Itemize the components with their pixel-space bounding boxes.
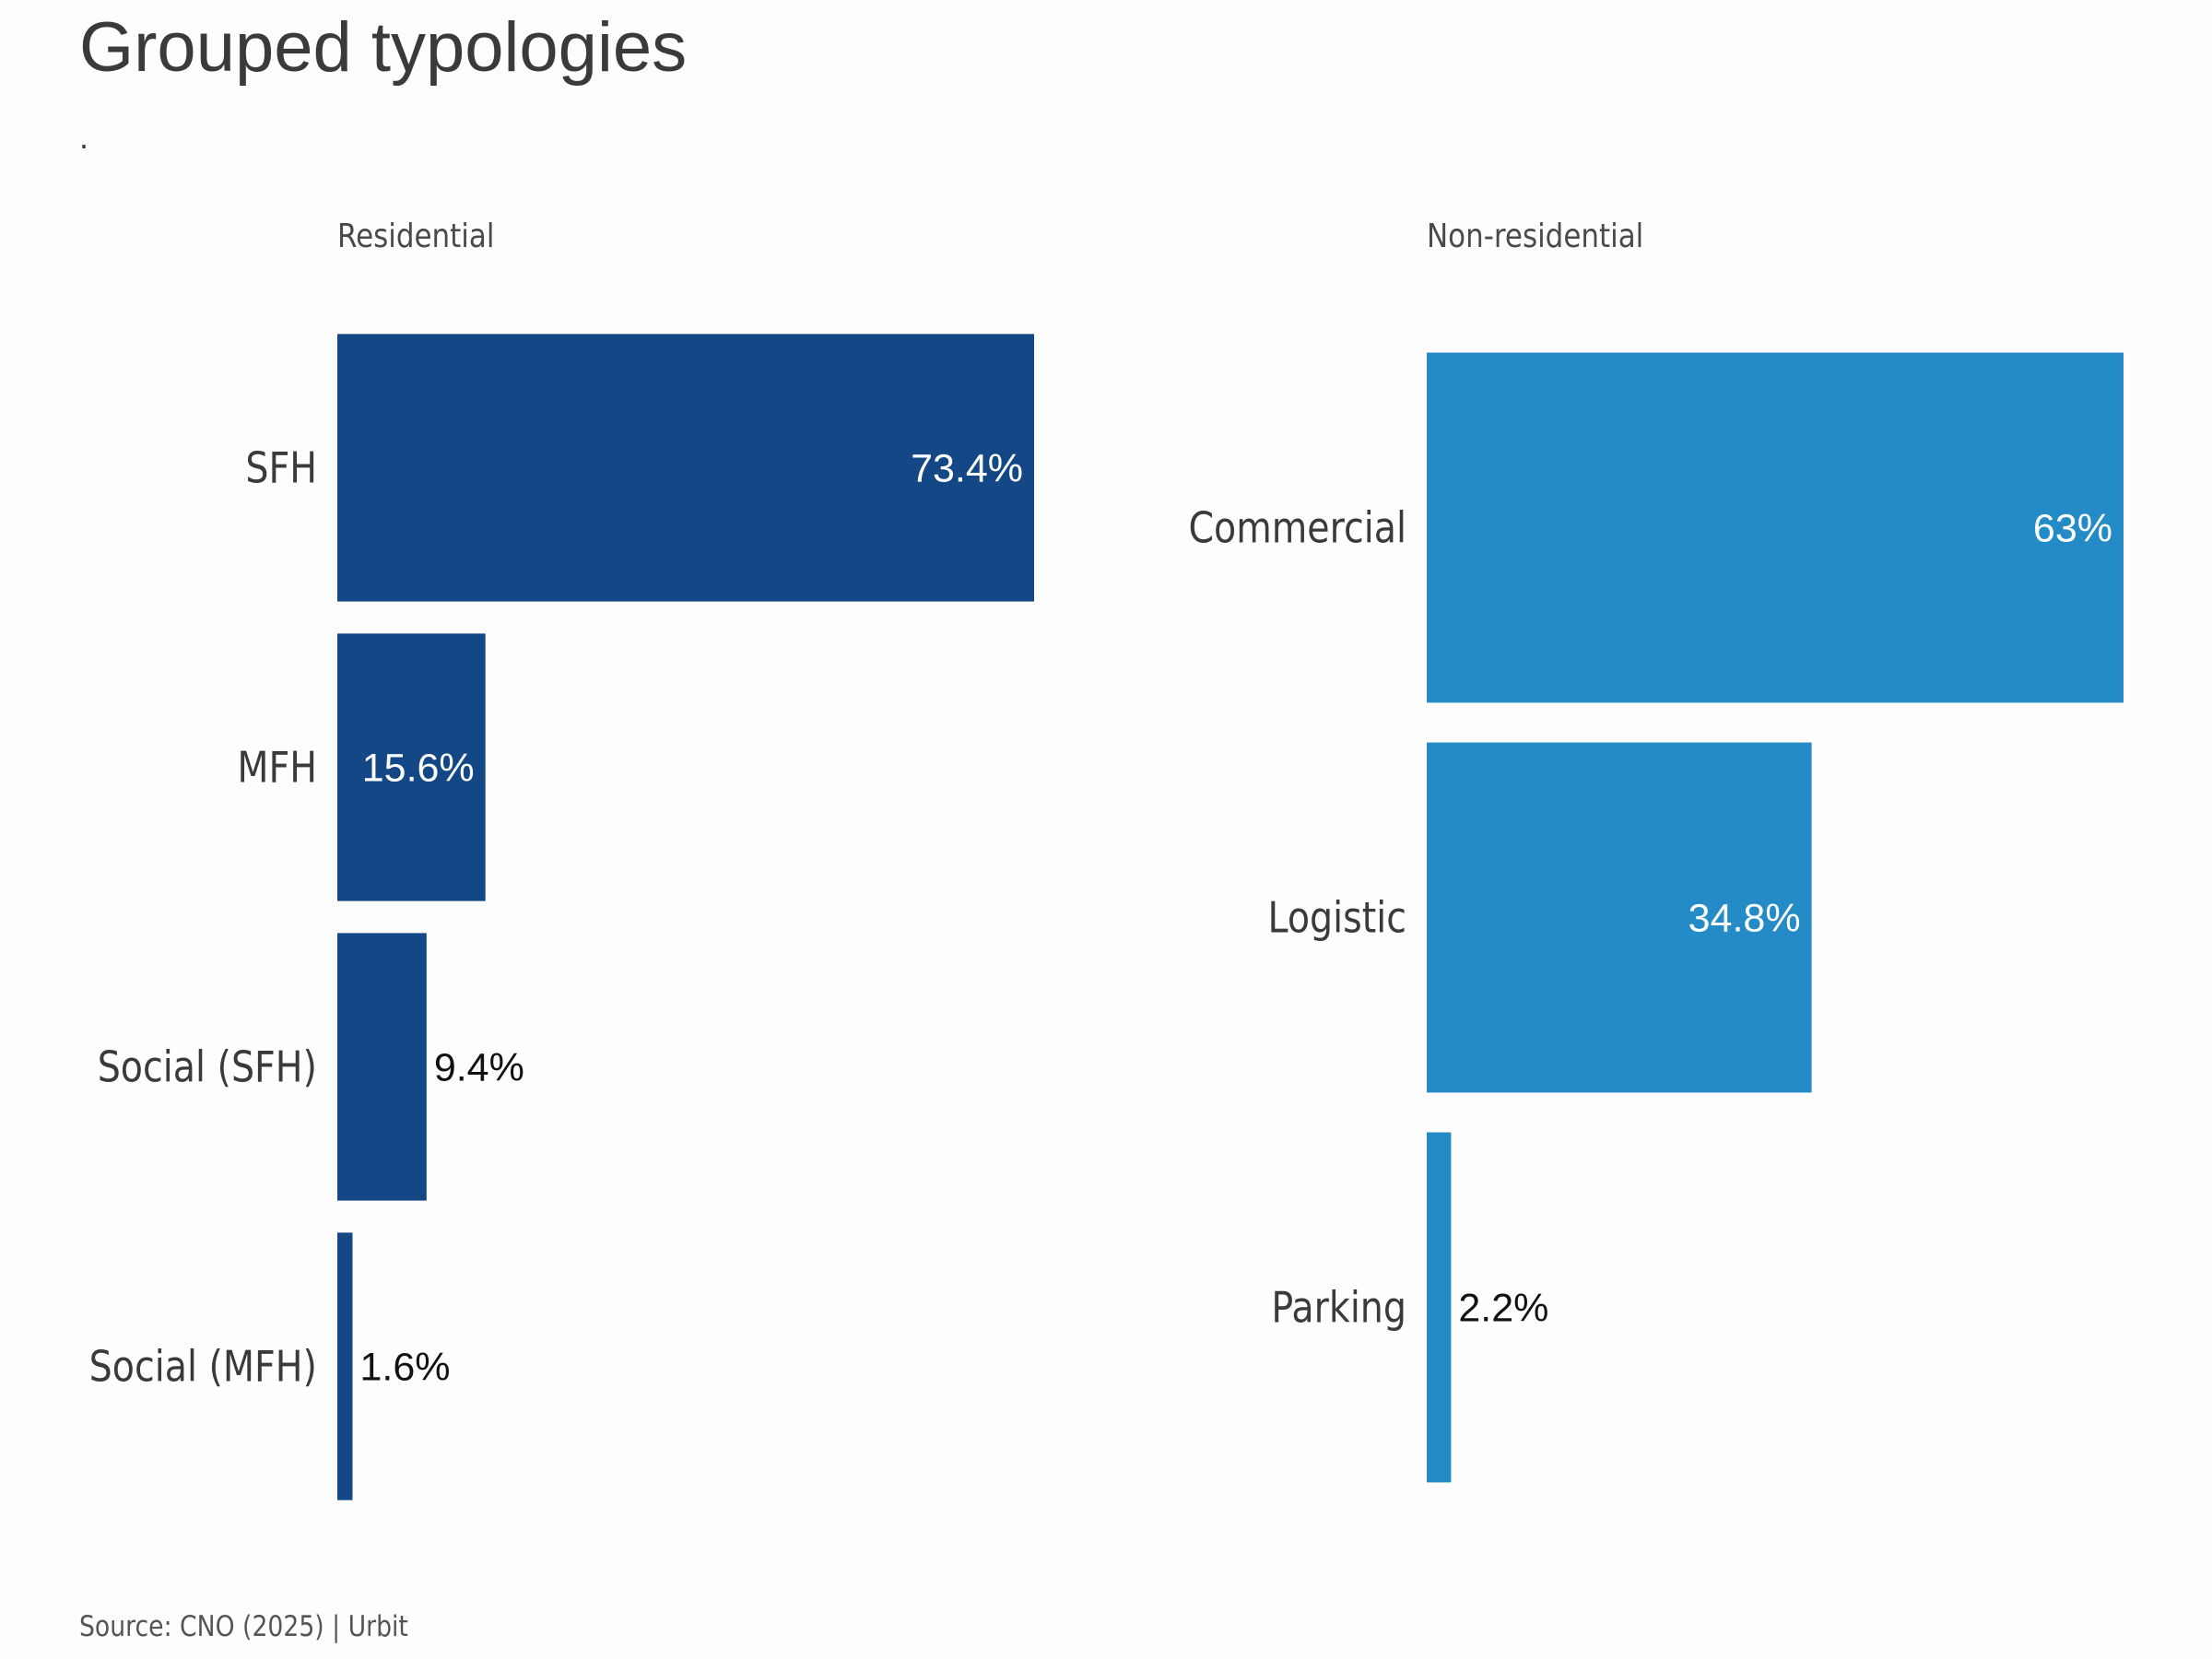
bar-non-residential-commercial bbox=[1427, 352, 2124, 703]
panel-title-residential: Residential bbox=[337, 217, 494, 255]
chart-subtitle: . bbox=[79, 118, 89, 156]
data-label-residential-social-sfh: 9.4% bbox=[434, 1046, 524, 1090]
bar-residential-social-mfh bbox=[337, 1232, 353, 1500]
data-label-residential-social-mfh: 1.6% bbox=[359, 1346, 450, 1390]
bar-residential-sfh bbox=[337, 334, 1034, 602]
source-caption: Source: CNO (2025) | Urbit bbox=[79, 1610, 408, 1643]
data-label-non-residential-logistic: 34.8% bbox=[1688, 897, 1801, 941]
category-label-non-residential-commercial: Commercial bbox=[1188, 504, 1406, 554]
category-label-non-residential-logistic: Logistic bbox=[1268, 894, 1406, 944]
category-label-residential-social-mfh: Social (MFH) bbox=[89, 1343, 317, 1393]
panel-non-residential: Non-residential Commercial 63% Logistic 34.8… bbox=[1188, 217, 2124, 1483]
panel-residential: Residential SFH 73.4% MFH 15.6% Social (SFH) 9… bbox=[89, 217, 1034, 1500]
category-label-residential-social-sfh: Social (SFH) bbox=[98, 1043, 317, 1093]
category-label-residential-mfh: MFH bbox=[237, 744, 317, 794]
category-label-non-residential-parking: Parking bbox=[1271, 1284, 1406, 1334]
bar-non-residential-parking bbox=[1427, 1132, 1452, 1483]
panel-title-non-residential: Non-residential bbox=[1427, 217, 1643, 255]
data-label-residential-sfh: 73.4% bbox=[911, 447, 1023, 491]
bar-residential-mfh bbox=[337, 633, 486, 901]
data-label-non-residential-commercial: 63% bbox=[2033, 507, 2112, 551]
bar-non-residential-logistic bbox=[1427, 742, 1812, 1093]
chart-title: Grouped typologies bbox=[79, 8, 688, 87]
bar-residential-social-sfh bbox=[337, 933, 427, 1201]
category-label-residential-sfh: SFH bbox=[245, 444, 317, 494]
data-label-non-residential-parking: 2.2% bbox=[1458, 1287, 1548, 1331]
data-label-residential-mfh: 15.6% bbox=[362, 747, 475, 791]
